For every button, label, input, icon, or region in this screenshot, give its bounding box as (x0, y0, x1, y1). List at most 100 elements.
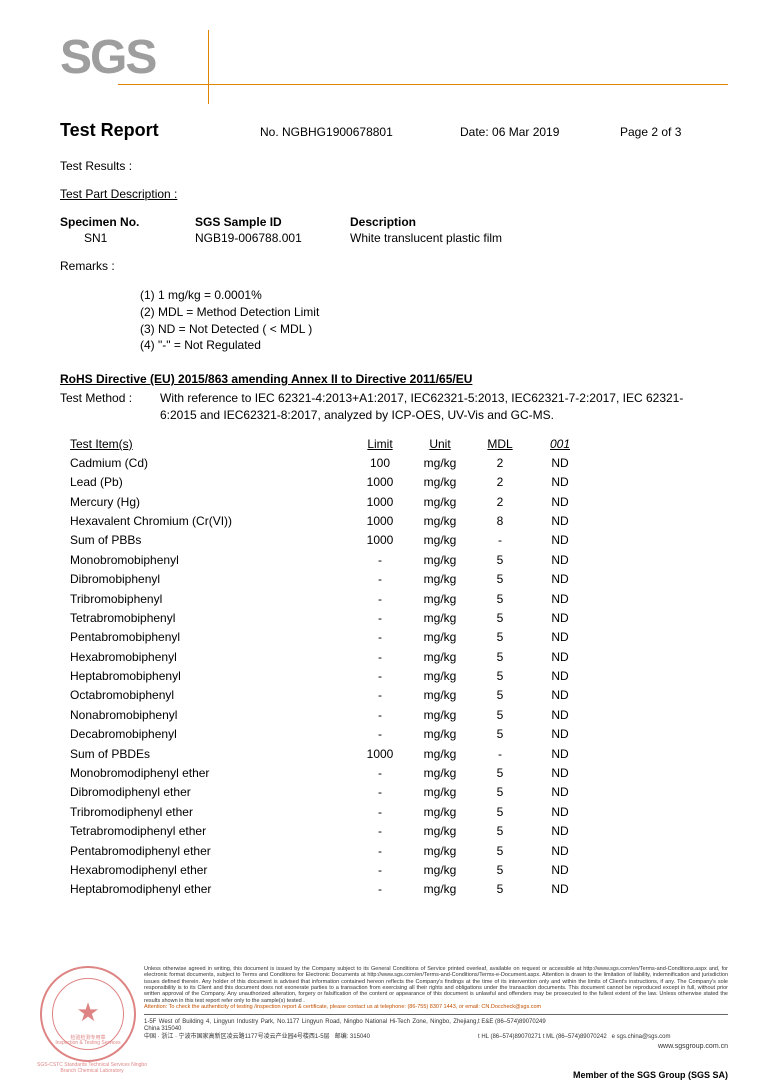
table-row: Dibromodiphenyl ether-mg/kg5ND (60, 783, 708, 802)
col-header-mdl: MDL (470, 436, 530, 452)
cell-item: Tribromodiphenyl ether (60, 803, 350, 822)
cell-mdl: - (470, 745, 530, 764)
cell-mdl: 5 (470, 590, 530, 609)
cell-unit: mg/kg (410, 880, 470, 899)
remark-item: (1) 1 mg/kg = 0.0001% (140, 287, 708, 304)
footer-divider (144, 1014, 728, 1015)
col-header-limit: Limit (350, 436, 410, 452)
cell-mdl: 5 (470, 842, 530, 861)
report-title: Test Report (60, 120, 260, 141)
cell-res: ND (530, 648, 590, 667)
specimen-header-row: Specimen No. SGS Sample ID Description (60, 215, 708, 229)
cell-item: Dibromodiphenyl ether (60, 783, 350, 802)
table-row: Lead (Pb)1000mg/kg2ND (60, 473, 708, 492)
cell-unit: mg/kg (410, 667, 470, 686)
cell-limit: 1000 (350, 473, 410, 492)
cell-res: ND (530, 880, 590, 899)
cell-item: Hexabromodiphenyl ether (60, 861, 350, 880)
cell-limit: - (350, 783, 410, 802)
cell-item: Lead (Pb) (60, 473, 350, 492)
cell-limit: - (350, 590, 410, 609)
cell-res: ND (530, 783, 590, 802)
cell-unit: mg/kg (410, 609, 470, 628)
cell-unit: mg/kg (410, 628, 470, 647)
cell-limit: - (350, 706, 410, 725)
remark-item: (4) "-" = Not Regulated (140, 337, 708, 354)
test-method-text: With reference to IEC 62321-4:2013+A1:20… (160, 390, 708, 424)
cell-limit: 1000 (350, 745, 410, 764)
disclaimer-body: Unless otherwise agreed in writing, this… (144, 966, 728, 1004)
table-row: Hexabromobiphenyl-mg/kg5ND (60, 648, 708, 667)
cell-unit: mg/kg (410, 512, 470, 531)
cell-limit: - (350, 609, 410, 628)
cell-mdl: 5 (470, 570, 530, 589)
cell-item: Dibromobiphenyl (60, 570, 350, 589)
test-part-description-label: Test Part Description : (60, 187, 708, 201)
address-zip: 邮编: 315040 (335, 1034, 370, 1040)
cell-limit: - (350, 764, 410, 783)
specimen-no: SN1 (60, 231, 195, 245)
cell-res: ND (530, 842, 590, 861)
specimen-value-row: SN1 NGB19-006788.001 White translucent p… (60, 231, 708, 245)
cell-mdl: 5 (470, 880, 530, 899)
table-row: Monobromobiphenyl-mg/kg5ND (60, 551, 708, 570)
disclaimer-block: Unless otherwise agreed in writing, this… (144, 966, 728, 1062)
cell-item: Tribromobiphenyl (60, 590, 350, 609)
cell-res: ND (530, 725, 590, 744)
tel-cn: t HL (86–574)89070271 t ML (86–574)89070… (478, 1034, 728, 1041)
cell-limit: - (350, 842, 410, 861)
results-table: Test Item(s) Limit Unit MDL 001 Cadmium … (60, 436, 708, 900)
cell-unit: mg/kg (410, 822, 470, 841)
cell-mdl: 5 (470, 686, 530, 705)
cell-item: Hexabromobiphenyl (60, 648, 350, 667)
cell-unit: mg/kg (410, 473, 470, 492)
cell-limit: 1000 (350, 512, 410, 531)
cell-limit: - (350, 725, 410, 744)
table-row: Heptabromodiphenyl ether-mg/kg5ND (60, 880, 708, 899)
table-row: Pentabromodiphenyl ether-mg/kg5ND (60, 842, 708, 861)
remarks-label: Remarks : (60, 259, 708, 273)
cell-mdl: 5 (470, 822, 530, 841)
report-date-value: 06 Mar 2019 (492, 125, 559, 139)
tel-en: t E&E (86–574)89070249 (478, 1019, 728, 1033)
cell-unit: mg/kg (410, 745, 470, 764)
table-row: Tribromodiphenyl ether-mg/kg5ND (60, 803, 708, 822)
cell-res: ND (530, 628, 590, 647)
footer: ★ 检验检测专用章 Inspection & Testing Services … (0, 966, 768, 1086)
cell-unit: mg/kg (410, 493, 470, 512)
cell-res: ND (530, 686, 590, 705)
cell-res: ND (530, 473, 590, 492)
table-row: Hexabromodiphenyl ether-mg/kg5ND (60, 861, 708, 880)
table-row: Hexavalent Chromium (Cr(VI))1000mg/kg8ND (60, 512, 708, 531)
tel-cn-text: t HL (86–574)89070271 t ML (86–574)89070… (478, 1034, 607, 1040)
cell-unit: mg/kg (410, 454, 470, 473)
cell-mdl: 2 (470, 493, 530, 512)
cell-res: ND (530, 822, 590, 841)
remarks-list: (1) 1 mg/kg = 0.0001% (2) MDL = Method D… (60, 287, 708, 354)
cell-unit: mg/kg (410, 783, 470, 802)
cell-limit: 100 (350, 454, 410, 473)
cell-item: Hexavalent Chromium (Cr(VI)) (60, 512, 350, 531)
cell-res: ND (530, 551, 590, 570)
cell-res: ND (530, 512, 590, 531)
cell-res: ND (530, 667, 590, 686)
cell-mdl: 5 (470, 609, 530, 628)
cell-mdl: - (470, 531, 530, 550)
cell-mdl: 5 (470, 861, 530, 880)
cell-res: ND (530, 861, 590, 880)
star-icon: ★ (76, 997, 99, 1028)
table-row: Nonabromobiphenyl-mg/kg5ND (60, 706, 708, 725)
cell-mdl: 5 (470, 628, 530, 647)
table-row: Dibromobiphenyl-mg/kg5ND (60, 570, 708, 589)
table-row: Tetrabromobiphenyl-mg/kg5ND (60, 609, 708, 628)
cell-res: ND (530, 590, 590, 609)
cell-unit: mg/kg (410, 706, 470, 725)
inspection-stamp: ★ 检验检测专用章 Inspection & Testing Services … (40, 966, 136, 1062)
cell-limit: 1000 (350, 531, 410, 550)
cell-unit: mg/kg (410, 764, 470, 783)
rohs-directive-title: RoHS Directive (EU) 2015/863 amending An… (60, 372, 708, 386)
cell-mdl: 5 (470, 803, 530, 822)
col-header-unit: Unit (410, 436, 470, 452)
stamp-text: 检验检测专用章 Inspection & Testing Services (53, 1036, 123, 1046)
cell-limit: - (350, 686, 410, 705)
